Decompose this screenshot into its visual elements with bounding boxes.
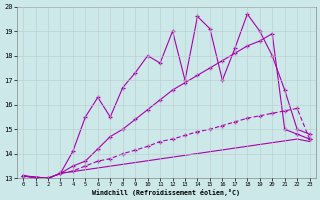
X-axis label: Windchill (Refroidissement éolien,°C): Windchill (Refroidissement éolien,°C) <box>92 189 240 196</box>
